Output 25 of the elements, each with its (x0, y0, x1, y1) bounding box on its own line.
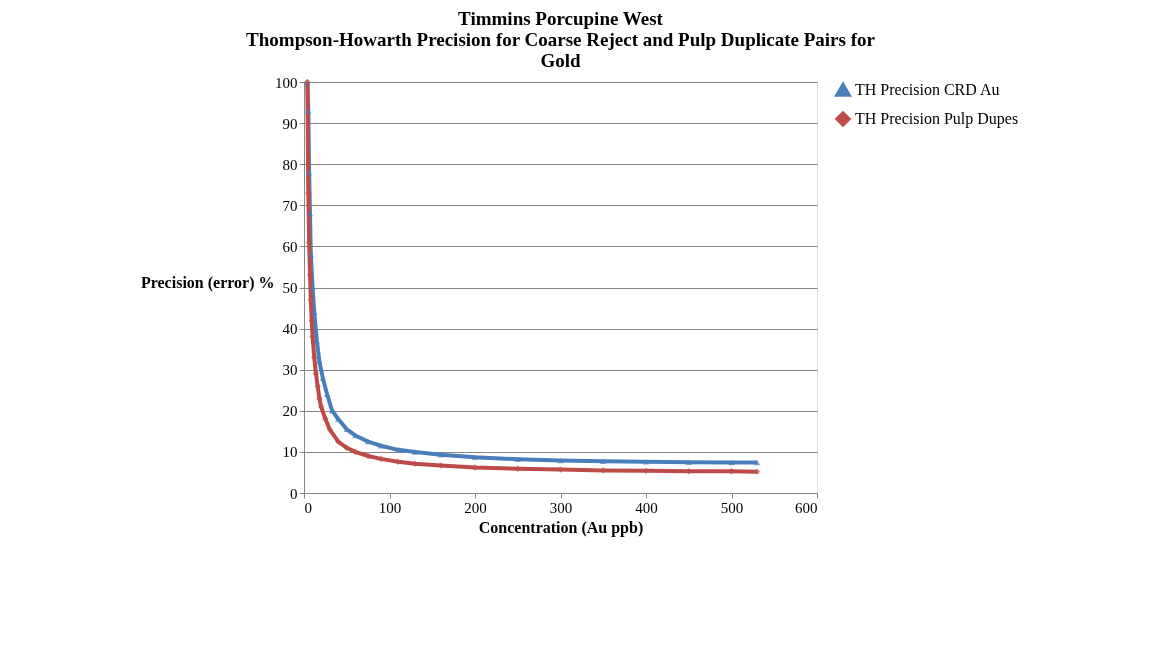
text: Timmins Porcupine West (458, 8, 663, 29)
y-tick-label: 0 (290, 485, 298, 502)
y-tick-label: 40 (282, 321, 298, 338)
y-tick-label: 100 (275, 74, 298, 91)
legend-label: TH Precision CRD Au (855, 81, 1000, 98)
text: Thompson-Howarth Precision for Coarse Reject and Pulp Duplicate Pairs for (246, 29, 875, 50)
x-tick-label: 300 (549, 499, 573, 516)
y-tick-label: 60 (282, 238, 298, 255)
x-tick-label: 500 (720, 499, 744, 516)
y-axis-title: Precision (error) % (140, 273, 275, 292)
y-tick-label: 50 (282, 280, 298, 296)
x-tick-label: 400 (635, 499, 658, 516)
legend-label: TH Precision Pulp Dupes (855, 110, 1019, 128)
x-tick-label: 0 (304, 499, 312, 516)
x-tick-label: 100 (378, 499, 402, 516)
x-tick-label: 200 (464, 499, 487, 516)
text: Gold (540, 50, 581, 71)
y-tick-label: 20 (282, 403, 298, 420)
y-tick-label: 30 (282, 362, 298, 379)
y-tick-label: 80 (282, 156, 298, 173)
x-tick-label: 600 (795, 499, 818, 516)
x-axis-title: Concentration (Au ppb) (478, 518, 644, 537)
y-tick-label: 90 (282, 115, 298, 132)
y-tick-label: 10 (282, 444, 298, 461)
y-tick-label: 70 (282, 197, 298, 214)
